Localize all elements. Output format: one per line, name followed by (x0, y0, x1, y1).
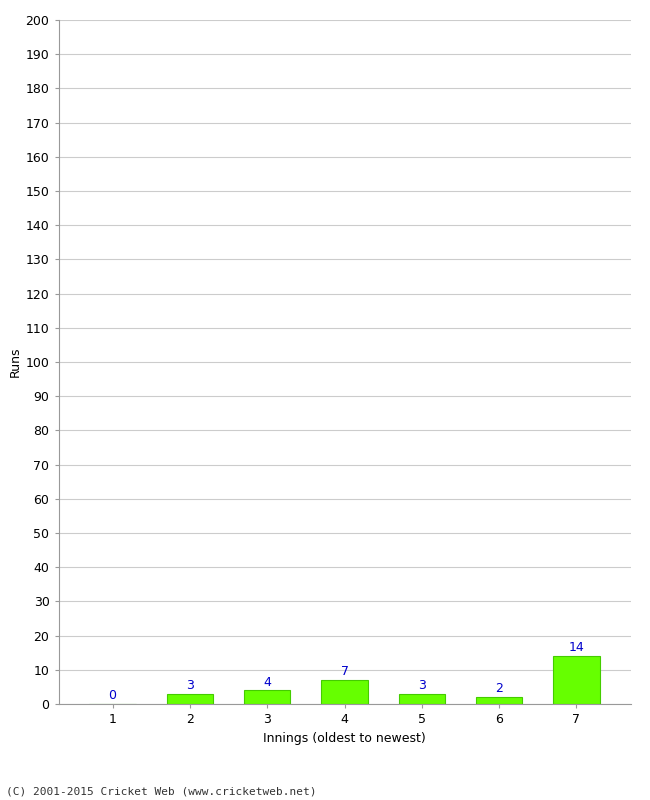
Bar (321, 680, 368, 704)
Text: 3: 3 (418, 679, 426, 692)
Bar (166, 694, 213, 704)
X-axis label: Innings (oldest to newest): Innings (oldest to newest) (263, 731, 426, 745)
Text: 0: 0 (109, 690, 116, 702)
Bar (244, 690, 291, 704)
Text: 14: 14 (569, 642, 584, 654)
Y-axis label: Runs: Runs (8, 346, 21, 378)
Bar (476, 697, 523, 704)
Text: 2: 2 (495, 682, 503, 695)
Bar (553, 656, 599, 704)
Text: 7: 7 (341, 666, 348, 678)
Bar (398, 694, 445, 704)
Text: 3: 3 (186, 679, 194, 692)
Text: 4: 4 (263, 676, 271, 689)
Text: (C) 2001-2015 Cricket Web (www.cricketweb.net): (C) 2001-2015 Cricket Web (www.cricketwe… (6, 786, 317, 796)
